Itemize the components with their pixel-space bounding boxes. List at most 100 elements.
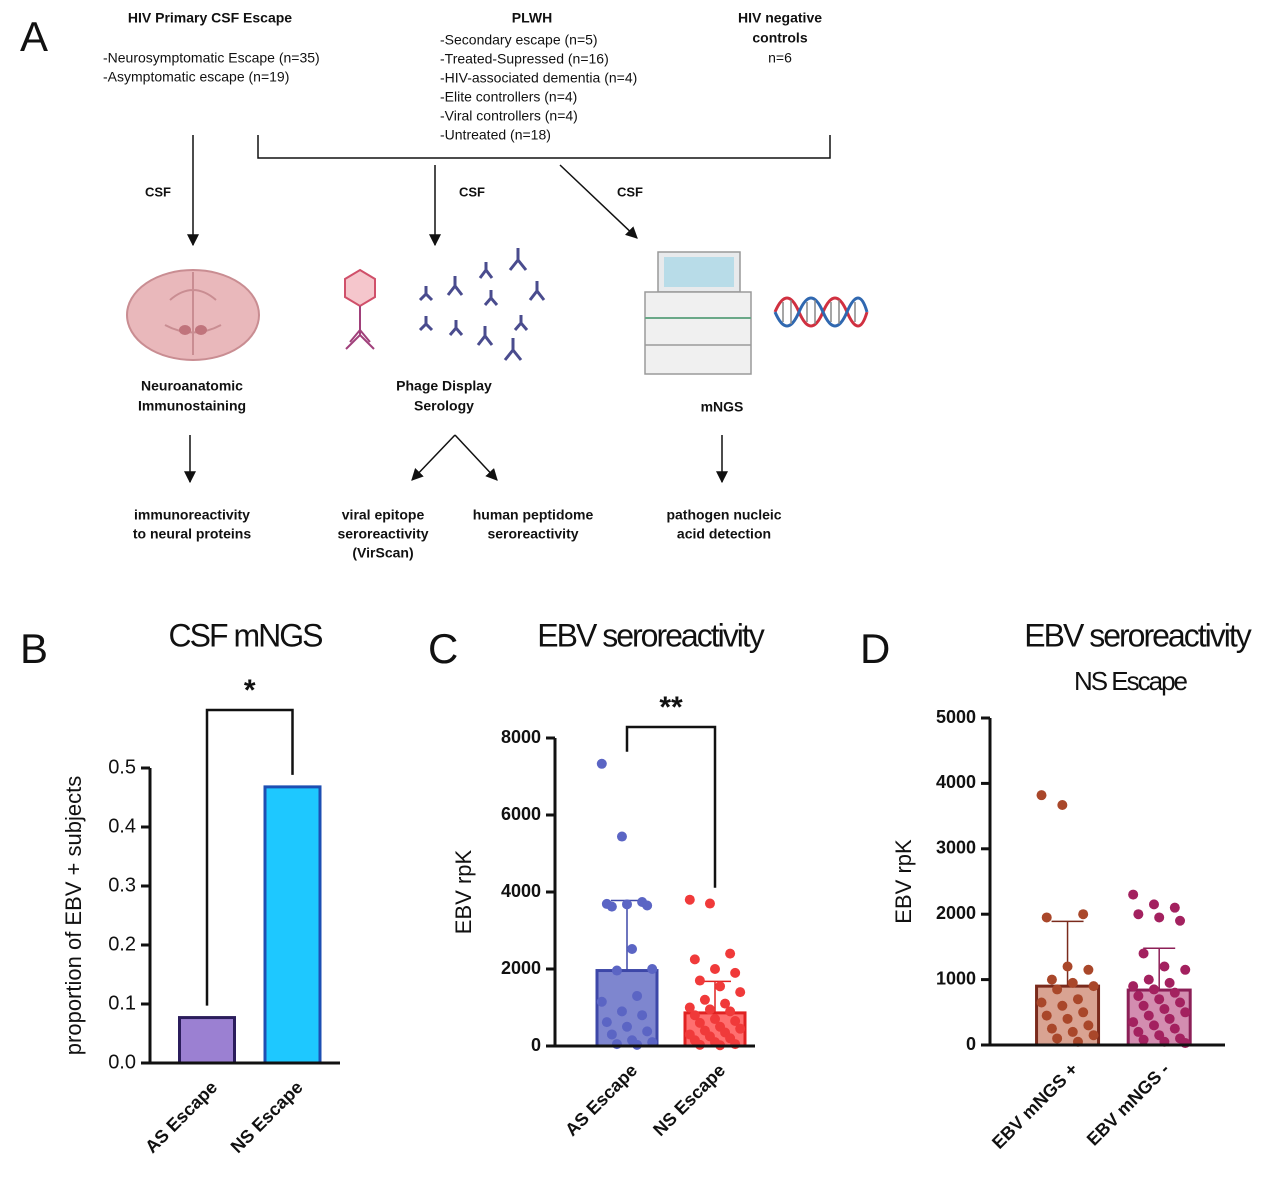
dna-icon [773,296,869,328]
bar [178,1016,236,1065]
data-point [611,965,622,976]
data-point [1088,1030,1099,1041]
y-tick-label: 0 [531,1035,541,1055]
data-point [1128,1017,1139,1028]
data-point [730,967,741,978]
x-tick-label: EBV mNGS - [1083,1059,1174,1150]
panel-label: A [20,13,48,60]
data-point [1062,1013,1073,1024]
data-point [1148,984,1159,995]
data-point [1062,961,1073,972]
x-tick-label: AS Escape [141,1077,221,1157]
data-point [627,943,638,954]
data-point [704,898,715,909]
sample-label: CSF [145,184,171,199]
data-point [1138,1000,1149,1011]
data-point [689,954,700,965]
data-point [684,894,695,905]
data-point [1175,915,1186,926]
y-tick-label: 2000 [936,903,976,923]
panel-label: C [428,625,458,672]
group-item: -Elite controllers (n=4) [440,89,577,105]
data-point [684,1002,695,1013]
outcome-label: viral epitope [342,507,425,523]
data-point [1052,1033,1063,1044]
data-point [1169,902,1180,913]
diagram-shapes [184,135,831,484]
data-point [710,964,720,974]
data-point [694,1017,705,1028]
outcome-label: seroreactivity [337,526,428,542]
significance-bracket [625,725,717,888]
data-point [622,899,632,910]
group-item: -Asymptomatic escape (n=19) [103,69,289,85]
data-point [606,901,617,912]
data-point [1128,889,1139,900]
data-point [1083,964,1094,975]
data-point [1180,1038,1191,1049]
sample-label: CSF [459,184,485,199]
y-tick-label: 0.0 [108,1051,136,1073]
data-point [1133,909,1144,920]
data-point [715,981,726,992]
data-point [1143,1010,1154,1021]
x-tick-label: NS Escape [227,1077,307,1157]
outcome-label: human peptidome [473,507,594,523]
y-tick-label: 4000 [936,772,976,792]
data-point [725,1006,736,1017]
method-label: Immunostaining [138,398,246,414]
data-point [1036,997,1047,1008]
data-point [611,1039,622,1050]
chart-title: EBV seroreactivity [537,617,764,653]
data-point [1041,1010,1052,1021]
data-point [1164,1013,1175,1024]
group-item: n=6 [768,50,792,66]
method-label: Phage Display [396,378,492,394]
bracket [257,135,831,159]
sequencer-icon [644,251,752,375]
data-point [1159,1004,1170,1015]
y-tick-label: 8000 [501,727,541,747]
antibody-icons [418,248,546,361]
data-point [730,1015,741,1026]
data-point [622,1021,632,1032]
group-item: -Treated-Supressed (n=16) [440,51,609,67]
x-tick-label: EBV mNGS + [988,1059,1082,1153]
y-tick-label: 0 [966,1034,976,1054]
chart-title: EBV seroreactivity [1024,617,1251,653]
arrow [411,434,456,481]
data-point [1083,1020,1094,1031]
data-point [1154,912,1165,923]
data-point [689,1010,700,1021]
group-title: PLWH [512,10,552,26]
data-point [1046,1023,1057,1034]
data-point [725,948,736,959]
data-point [1046,974,1057,985]
outcome-label: seroreactivity [487,526,578,542]
data-point [1143,974,1154,985]
y-tick-label: 0.5 [108,756,136,778]
y-tick-label: 2000 [501,958,541,978]
data-point [1175,997,1186,1008]
data-point [1148,899,1159,910]
data-point [1041,912,1052,923]
data-point [710,1014,720,1025]
group-item: -Secondary escape (n=5) [440,32,598,48]
data-point [1133,1026,1144,1037]
y-tick-label: 5000 [936,707,976,727]
group-item: -Neurosymptomatic Escape (n=35) [103,50,320,66]
data-point [1088,981,1099,992]
y-axis-label: EBV rpK [451,849,476,934]
sample-label: CSF [617,184,643,199]
method-label: Serology [414,398,474,414]
data-point [1180,964,1191,975]
data-point [1154,994,1165,1005]
data-point [1138,1034,1149,1045]
outcome-label: acid detection [677,526,771,542]
data-point [1067,977,1078,988]
method-label: mNGS [701,399,744,415]
y-tick-label: 0.4 [108,815,136,837]
data-point [596,996,607,1007]
outcome-label: immunoreactivity [134,507,250,523]
